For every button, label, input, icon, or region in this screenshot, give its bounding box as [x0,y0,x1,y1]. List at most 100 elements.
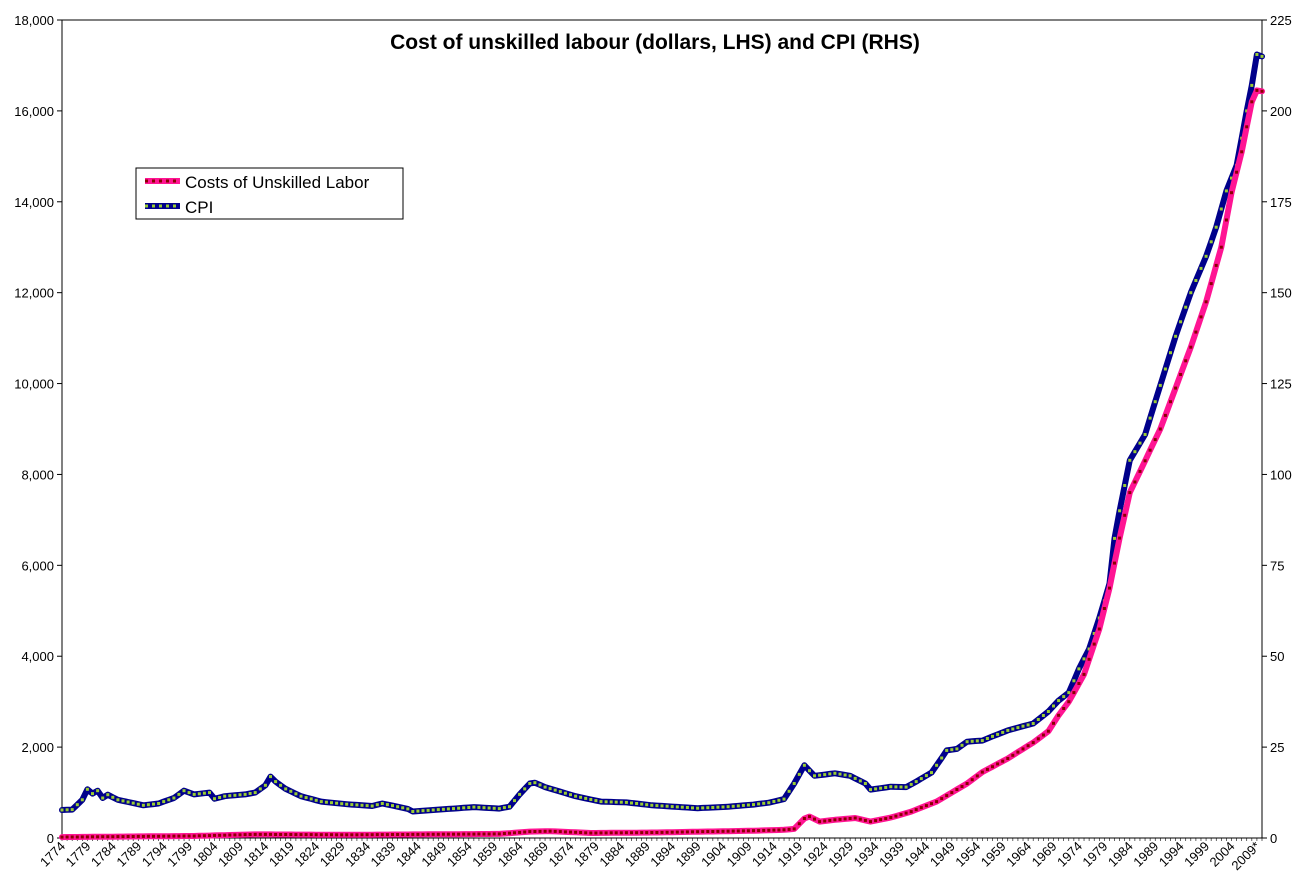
data-point-cpi [441,807,445,811]
data-point-labor [975,774,979,778]
data-point-cpi [1199,266,1203,270]
data-point-labor [157,834,161,838]
data-point-labor [630,831,633,835]
data-point-labor [218,833,222,837]
left-tick-label: 16,000 [14,104,54,119]
x-tick-label: 1804 [190,839,221,870]
right-tick-label: 200 [1270,104,1292,119]
data-point-labor [604,831,608,835]
data-point-cpi [670,805,674,809]
data-point-cpi [1123,484,1127,487]
data-point-labor [416,832,420,836]
data-point-cpi [960,743,964,747]
data-point-labor [80,835,84,839]
data-point-cpi [528,782,532,785]
data-point-cpi [950,748,954,752]
data-point-labor [177,834,181,838]
data-point-labor [670,830,674,834]
data-point-labor [792,827,796,831]
data-point-cpi [1062,695,1066,699]
data-point-cpi [635,802,639,805]
x-tick-label: 1999 [1181,839,1212,870]
data-point-labor [431,832,435,836]
x-tick-label: 1854 [444,839,475,870]
data-point-labor [299,833,303,837]
data-point-cpi [263,783,267,787]
data-point-labor [502,832,506,835]
data-point-cpi [980,739,984,743]
data-point-cpi [1169,351,1172,355]
data-point-labor [482,832,486,836]
data-point-labor [1097,627,1101,631]
data-point-labor [314,833,318,837]
x-tick-label: 1894 [647,839,678,870]
data-point-cpi [1158,383,1162,387]
data-point-labor [391,833,394,836]
data-point-labor [746,829,750,833]
data-point-labor [492,832,496,836]
data-point-cpi [182,789,186,793]
data-point-cpi [396,805,400,809]
x-tick-label: 1784 [88,839,119,870]
data-point-labor [619,831,623,835]
data-point-labor [1041,733,1045,737]
data-point-cpi [1041,714,1045,717]
data-point-cpi [60,808,64,812]
data-point-labor [1123,513,1127,517]
x-tick-label: 1969 [1029,839,1060,870]
data-point-labor [248,833,252,836]
data-point-labor [360,833,364,837]
data-point-cpi [650,803,654,807]
data-point-labor [508,831,511,835]
data-point-cpi [762,801,766,805]
data-point-labor [233,833,237,837]
data-point-labor [340,833,344,837]
data-point-cpi [1011,727,1015,731]
data-point-cpi [1118,509,1122,513]
data-point-labor [955,788,959,791]
x-tick-label: 1859 [469,839,500,870]
data-point-labor [797,822,801,826]
x-tick-label: 1934 [851,839,882,870]
data-point-cpi [945,748,949,752]
x-tick-label: 1794 [139,839,170,870]
data-point-cpi [518,792,522,796]
data-point-cpi [884,786,888,789]
data-point-cpi [375,803,379,807]
data-point-labor [1108,586,1111,590]
data-point-cpi [889,785,893,789]
right-tick-label: 0 [1270,831,1277,846]
x-tick-label: 1989 [1130,839,1161,870]
data-point-labor [1240,150,1244,154]
data-point-labor [904,811,908,815]
data-point-cpi [202,791,206,795]
data-point-cpi [736,804,740,808]
data-point-labor [60,835,64,839]
data-point-cpi [843,773,847,777]
data-point-cpi [411,810,415,813]
data-point-labor [970,778,974,782]
data-point-labor [202,834,206,838]
data-point-cpi [167,798,171,802]
data-point-cpi [406,807,410,811]
data-point-cpi [955,747,959,751]
data-point-labor [869,820,872,824]
data-point-cpi [370,804,374,808]
data-point-labor [1260,89,1264,93]
data-point-labor [711,830,715,833]
x-tick-label: 1824 [291,839,322,870]
data-point-labor [452,832,455,836]
data-point-labor [355,833,359,837]
data-point-labor [294,833,298,837]
data-point-labor [477,832,481,836]
right-tick-label: 50 [1270,649,1284,664]
data-point-cpi [228,794,232,798]
data-point-cpi [192,792,196,796]
data-point-labor [1016,750,1020,754]
data-point-cpi [792,782,796,785]
data-point-labor [1006,757,1010,760]
data-point-labor [1092,642,1096,646]
data-point-labor [75,835,79,839]
data-point-labor [365,833,369,837]
data-point-cpi [899,785,903,789]
